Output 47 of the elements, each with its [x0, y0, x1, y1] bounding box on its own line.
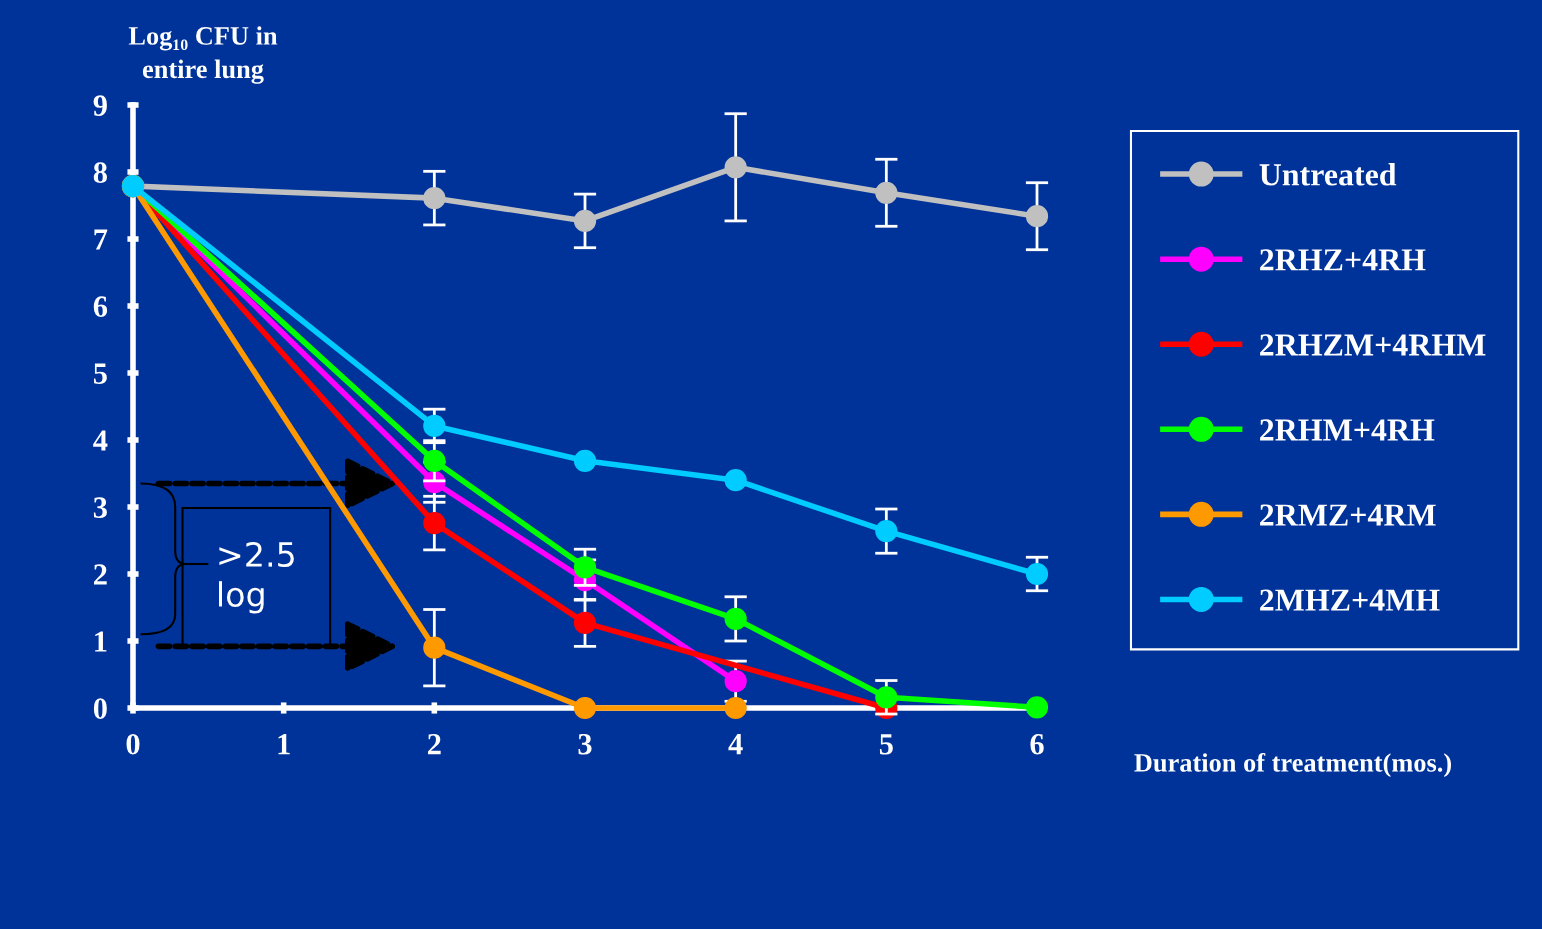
- point: [1025, 205, 1049, 228]
- legend-label: Untreated: [1259, 163, 1397, 186]
- legend-label: 2MHZ+4MH: [1260, 589, 1440, 611]
- point: [573, 449, 597, 472]
- point: [573, 611, 597, 635]
- annotation: >2.5 log: [219, 541, 294, 614]
- point: [724, 156, 747, 179]
- x-tick-label: 0: [126, 733, 140, 755]
- y-tick-label: 9: [93, 95, 107, 116]
- point: [423, 187, 446, 210]
- point: [724, 696, 747, 720]
- legend-label: 2RMZ+4RM: [1260, 504, 1436, 526]
- y-tick-label: 8: [93, 162, 107, 183]
- legend-label: 2RHZM+4RHM: [1260, 334, 1486, 356]
- y-tick-label: 0: [93, 698, 107, 719]
- point: [423, 449, 446, 472]
- y-tick-label: 3: [93, 497, 107, 518]
- y-tick-label: 6: [93, 296, 108, 317]
- point: [724, 670, 747, 693]
- x-tick-label: 4: [728, 734, 743, 755]
- y-tick-label: 5: [93, 363, 107, 384]
- point: [724, 469, 747, 492]
- point: [573, 696, 597, 720]
- y-tick-label: 4: [93, 430, 108, 451]
- point: [875, 520, 898, 543]
- point: [1025, 696, 1049, 719]
- x-tick-label: 1: [278, 734, 290, 755]
- x-tick-label: 3: [578, 733, 592, 755]
- point: [573, 209, 597, 233]
- point: [423, 636, 446, 659]
- point: [573, 556, 597, 579]
- x-tick-label: 2: [427, 733, 441, 755]
- point: [875, 181, 898, 204]
- point: [1025, 562, 1049, 586]
- point: [875, 686, 898, 709]
- x-tick-label: 6: [1030, 733, 1044, 755]
- point: [423, 511, 446, 535]
- y-tick-label: 7: [94, 229, 108, 250]
- y-tick-label: 1: [95, 631, 107, 652]
- point: [423, 414, 446, 438]
- x-tick-label: 5: [879, 734, 893, 755]
- legend-label: 2RHZ+4RH: [1260, 249, 1426, 271]
- x-axis-title: Duration of treatment(mos.): [1134, 752, 1451, 778]
- y-axis-title: Log₁₀ CFU in entire lung: [128, 26, 278, 84]
- point: [724, 607, 747, 631]
- legend-label: 2RHM+4RH: [1260, 419, 1435, 441]
- y-tick-label: 2: [94, 564, 107, 585]
